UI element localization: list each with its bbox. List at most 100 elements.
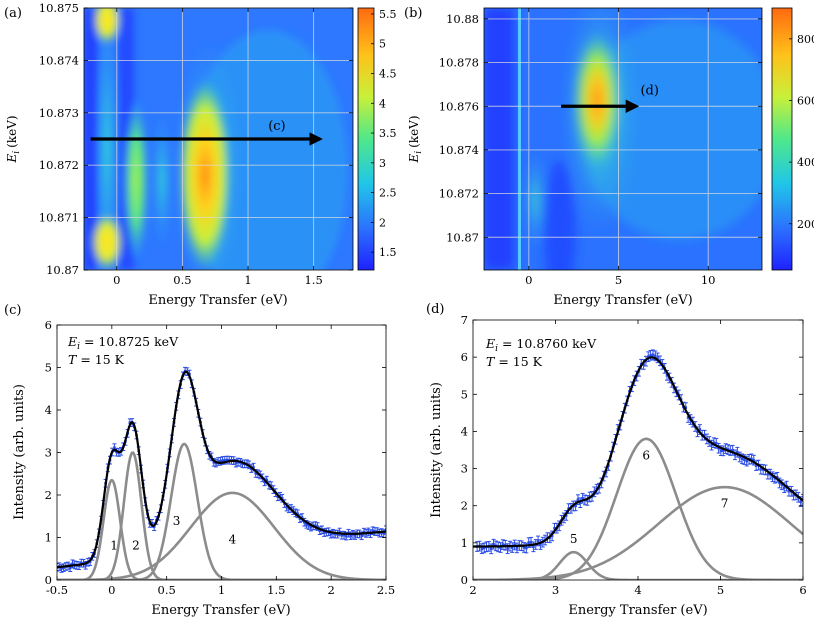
y-tick-label-3: 3	[45, 446, 52, 460]
data-d	[475, 349, 803, 555]
data-marker	[225, 458, 229, 462]
data-marker	[338, 530, 341, 534]
heatmap-a	[84, 8, 353, 270]
data-marker	[113, 446, 116, 449]
data-marker	[780, 483, 784, 487]
colorbar-tick-label-0: 1.5	[379, 246, 397, 259]
data-marker	[775, 475, 779, 479]
y-tick-label-1: 10.872	[439, 187, 479, 201]
data-marker	[515, 546, 519, 550]
data-marker	[731, 448, 734, 452]
data-marker	[360, 534, 364, 538]
data-marker	[684, 406, 688, 409]
data-marker	[307, 524, 311, 527]
data-point	[723, 443, 728, 454]
y-tick-label-1: 10.871	[39, 211, 79, 225]
axes-a: 0 0.5 1 1.5 10.87 10.871 10.872 10.873 10.874 10.…	[39, 1, 353, 287]
y-tick-label-3: 3	[461, 462, 468, 476]
data-marker	[219, 459, 222, 463]
data-marker	[586, 499, 589, 502]
x-tick-label-1: 0.5	[173, 273, 191, 287]
data-marker	[733, 453, 737, 457]
data-marker	[314, 524, 317, 527]
data-marker	[646, 355, 650, 358]
data-marker	[221, 459, 224, 462]
data-marker	[578, 501, 582, 505]
data-marker	[303, 520, 306, 524]
data-marker	[714, 442, 718, 445]
colorbar-tick-label-5: 4	[379, 97, 386, 110]
data-marker	[754, 464, 758, 467]
data-marker	[62, 566, 65, 569]
heatmap-b	[484, 8, 762, 270]
data-point	[737, 451, 742, 463]
data-marker	[241, 462, 244, 466]
data-marker	[724, 447, 727, 450]
data-marker	[752, 458, 756, 462]
colorbar-a-scale	[357, 7, 375, 271]
x-tick-label-1: 3	[552, 583, 559, 597]
data-point	[498, 542, 503, 553]
data-marker	[665, 374, 669, 377]
colorbar-tick-label-0: 200	[797, 218, 814, 231]
data-marker	[771, 475, 774, 479]
data-marker	[227, 458, 231, 462]
data-marker	[782, 486, 786, 490]
grid-b	[484, 8, 762, 270]
arrow-label: (d)	[640, 83, 658, 98]
xlabel-d: Energy Transfer (eV)	[568, 603, 707, 618]
data-point	[721, 445, 726, 457]
data-marker	[649, 354, 652, 357]
arrow-label: (c)	[268, 119, 285, 134]
data-marker	[252, 465, 255, 469]
xlabel-c: Energy Transfer (eV)	[151, 603, 290, 618]
data-marker	[269, 484, 273, 488]
annotation-d-1: Ei = 10.8760 keV	[485, 336, 597, 354]
y-tick-label-0: 10.87	[46, 263, 79, 277]
colorbar-tick-label-7: 5	[379, 38, 386, 51]
colorbar-tick-label-1: 2	[379, 216, 386, 229]
data-marker	[68, 566, 72, 570]
panel-b-label: (b)	[404, 6, 422, 21]
fit-curve	[473, 356, 803, 548]
y-tick-label-3: 10.873	[39, 106, 79, 120]
data-marker	[654, 354, 657, 358]
component-label-6: 6	[642, 448, 650, 462]
y-tick-label-1: 1	[461, 536, 468, 550]
data-marker	[344, 534, 348, 538]
data-marker	[506, 547, 509, 550]
data-marker	[71, 562, 74, 566]
data-marker	[287, 507, 291, 511]
xlabel-a: Energy Transfer (eV)	[148, 293, 287, 308]
data-marker	[532, 545, 535, 549]
y-tick-label-2: 10.874	[439, 143, 479, 157]
data-marker	[234, 461, 238, 465]
component-label-4: 4	[229, 532, 237, 546]
panel-a: (a) 0 0.5 1 1.5 10.87 10.871 10.872 10.873 10.87…	[4, 1, 397, 308]
annotation-c-2: T = 15 K	[68, 352, 125, 367]
data-marker	[717, 446, 720, 450]
data-marker	[581, 496, 584, 500]
panel-d: (d) 2 3 4 5 6 0 1 2 3 4 5 6 7 5 6 7 Ei = 10.8760 keV T…	[426, 302, 807, 618]
panel-b: (b) 0 5 10 10.87 10.872 10.874 10.876 10.878 10.…	[404, 6, 814, 308]
x-tick-label-1: 5	[615, 273, 622, 287]
component-curve-1	[57, 478, 386, 580]
data-c	[57, 366, 386, 573]
colorbar-tick-label-3: 3	[379, 157, 386, 170]
y-tick-label-7: 7	[461, 313, 468, 327]
data-marker	[703, 433, 706, 437]
data-marker	[309, 525, 313, 529]
data-marker	[285, 505, 288, 509]
x-tick-label-2: 4	[634, 583, 641, 597]
data-marker	[316, 525, 319, 528]
data-point	[648, 350, 653, 361]
data-marker	[349, 534, 352, 538]
colorbar-tick-label-1: 400	[797, 156, 814, 169]
data-marker	[84, 563, 88, 567]
data-marker	[799, 500, 802, 503]
data-marker	[712, 441, 716, 444]
data-marker	[115, 450, 118, 454]
data-point	[361, 527, 366, 537]
data-marker	[480, 547, 484, 550]
